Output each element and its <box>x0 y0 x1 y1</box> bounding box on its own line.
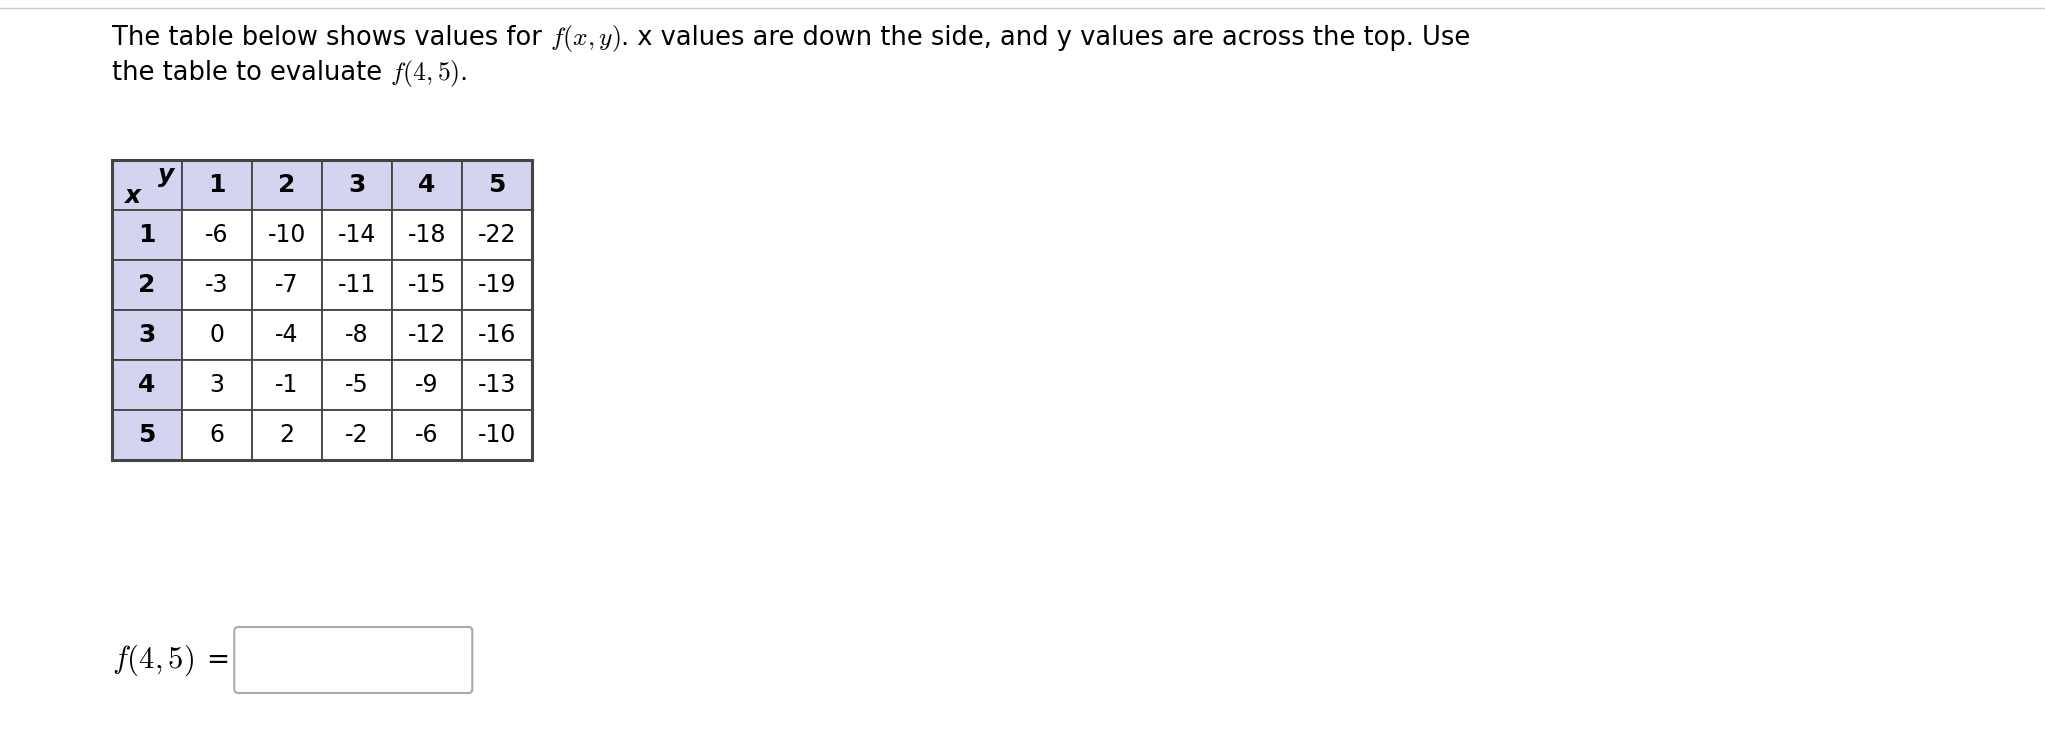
Bar <box>393 160 462 210</box>
Bar <box>252 260 321 310</box>
Text: -13: -13 <box>479 373 515 397</box>
Bar <box>252 360 321 410</box>
Text: 3: 3 <box>348 173 366 197</box>
Text: -15: -15 <box>407 273 446 297</box>
Bar <box>462 260 532 310</box>
Text: -10: -10 <box>479 423 515 447</box>
Text: -12: -12 <box>407 323 446 347</box>
Text: -1: -1 <box>276 373 299 397</box>
Bar <box>252 410 321 460</box>
Bar <box>321 210 393 260</box>
Text: 4: 4 <box>419 173 436 197</box>
Bar <box>182 260 252 310</box>
Bar <box>112 160 532 460</box>
Bar <box>112 360 182 410</box>
Text: -4: -4 <box>276 323 299 347</box>
Text: .: . <box>460 60 468 86</box>
Text: $f(4, 5)$: $f(4, 5)$ <box>391 58 460 89</box>
Bar <box>321 160 393 210</box>
Bar <box>112 210 182 260</box>
Text: The table below shows values for: The table below shows values for <box>112 25 550 51</box>
Text: the table to evaluate: the table to evaluate <box>112 60 391 86</box>
Bar <box>393 360 462 410</box>
Bar <box>182 160 252 210</box>
Bar <box>321 310 393 360</box>
Text: -22: -22 <box>479 223 515 247</box>
Text: 5: 5 <box>489 173 505 197</box>
Text: -2: -2 <box>346 423 368 447</box>
Text: -8: -8 <box>346 323 368 347</box>
Bar <box>252 310 321 360</box>
Text: $f(4, 5)$: $f(4, 5)$ <box>112 643 194 677</box>
Bar <box>321 410 393 460</box>
Bar <box>182 360 252 410</box>
Text: 2: 2 <box>280 423 294 447</box>
Text: -18: -18 <box>407 223 446 247</box>
Text: 0: 0 <box>209 323 225 347</box>
Text: . x values are down the side, and y values are across the top. Use: . x values are down the side, and y valu… <box>622 25 1470 51</box>
Bar <box>393 410 462 460</box>
Text: -6: -6 <box>415 423 440 447</box>
Text: -7: -7 <box>276 273 299 297</box>
Bar <box>252 160 321 210</box>
Text: 1: 1 <box>139 223 155 247</box>
Bar <box>462 310 532 360</box>
Bar <box>462 410 532 460</box>
Bar <box>182 210 252 260</box>
Text: -9: -9 <box>415 373 440 397</box>
Text: -10: -10 <box>268 223 307 247</box>
Text: $f(x, y)$: $f(x, y)$ <box>550 23 622 54</box>
Bar <box>112 160 182 210</box>
Text: 5: 5 <box>139 423 155 447</box>
Text: -16: -16 <box>479 323 515 347</box>
Text: 2: 2 <box>139 273 155 297</box>
Text: -14: -14 <box>337 223 376 247</box>
Text: 3: 3 <box>209 373 225 397</box>
Bar <box>182 310 252 360</box>
Bar <box>393 260 462 310</box>
Text: 1: 1 <box>209 173 225 197</box>
Text: 2: 2 <box>278 173 297 197</box>
Bar <box>112 410 182 460</box>
Bar <box>321 360 393 410</box>
Text: 4: 4 <box>139 373 155 397</box>
Bar <box>182 410 252 460</box>
Text: -6: -6 <box>204 223 229 247</box>
Bar <box>462 160 532 210</box>
Bar <box>112 310 182 360</box>
Text: y: y <box>157 163 174 187</box>
Bar <box>112 260 182 310</box>
Text: -19: -19 <box>479 273 515 297</box>
Bar <box>393 210 462 260</box>
Bar <box>462 360 532 410</box>
Bar <box>321 260 393 310</box>
Text: -5: -5 <box>346 373 368 397</box>
Text: =: = <box>198 646 231 674</box>
Bar <box>252 210 321 260</box>
Text: 3: 3 <box>139 323 155 347</box>
Bar <box>393 310 462 360</box>
Text: -11: -11 <box>337 273 376 297</box>
Text: 6: 6 <box>209 423 225 447</box>
FancyBboxPatch shape <box>235 627 472 693</box>
Bar <box>462 210 532 260</box>
Text: -3: -3 <box>204 273 229 297</box>
Text: x: x <box>123 184 139 208</box>
